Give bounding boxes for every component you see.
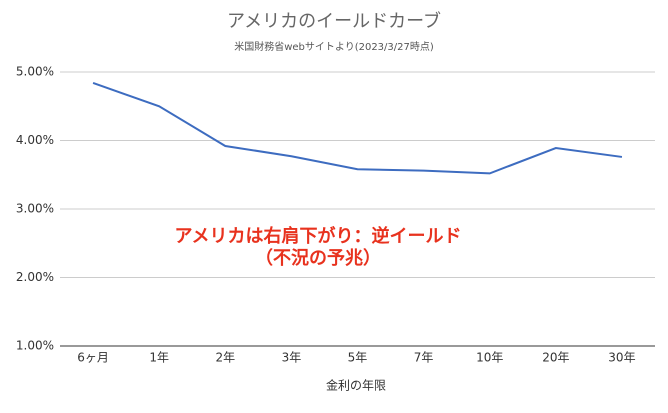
x-tick-label: 7年: [414, 351, 434, 365]
x-tick-label: 6ヶ月: [77, 351, 109, 365]
x-axis-label: 金利の年限: [326, 378, 386, 393]
y-tick-label: 1.00%: [16, 339, 54, 353]
y-tick-label: 3.00%: [16, 202, 54, 216]
x-tick-label: 1年: [149, 351, 169, 365]
x-tick-label: 3年: [282, 351, 302, 365]
annotation: （不況の予兆）: [255, 247, 381, 269]
x-tick-label: 2年: [215, 351, 235, 365]
y-tick-label: 2.00%: [16, 270, 54, 284]
annotation: アメリカは右肩下がり：逆イールド: [174, 225, 461, 247]
y-tick-label: 5.00%: [16, 65, 54, 79]
y-tick-label: 4.00%: [16, 133, 54, 147]
x-tick-label: 20年: [542, 351, 569, 365]
line: [92, 82, 623, 175]
chart-title: アメリカのイールドカーブ: [227, 10, 441, 32]
x-tick-label: 10年: [476, 351, 503, 365]
x-tick-label: 5年: [348, 351, 368, 365]
chart-subtitle: 米国財務省webサイトより(2023/3/27時点): [234, 40, 434, 53]
x-tick-label: 30年: [608, 351, 635, 365]
